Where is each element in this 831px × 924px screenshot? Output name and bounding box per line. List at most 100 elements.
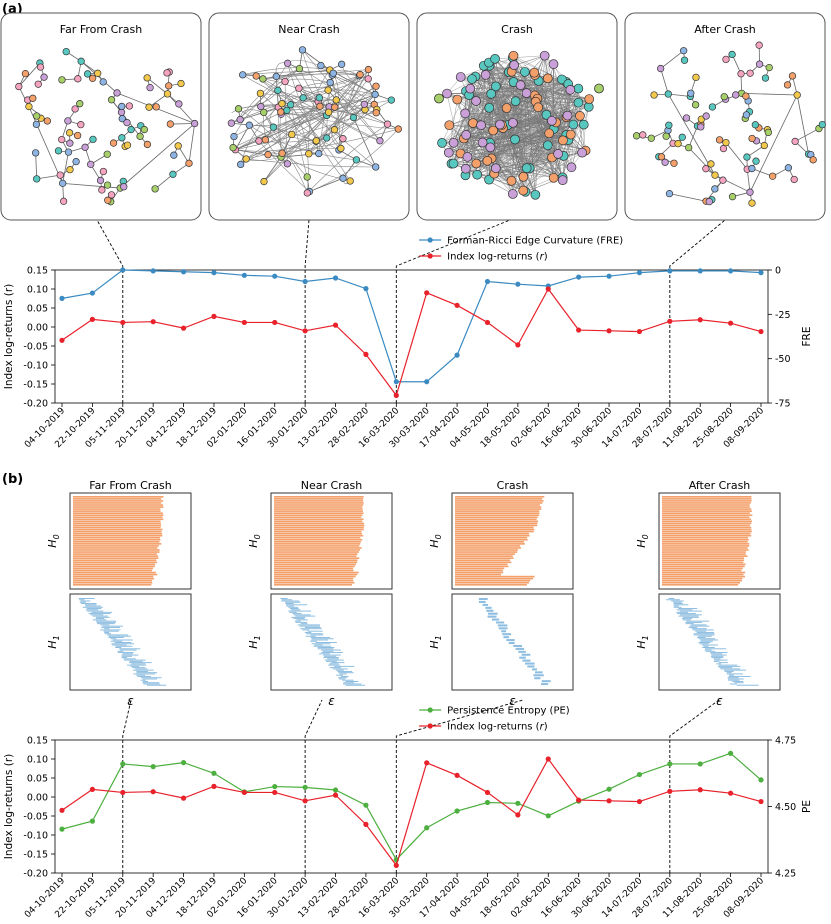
network-node bbox=[56, 171, 64, 179]
network-node bbox=[719, 176, 727, 184]
data-point bbox=[120, 319, 126, 326]
network-node bbox=[719, 144, 728, 153]
network-node bbox=[283, 59, 292, 67]
data-point bbox=[120, 267, 126, 273]
network-node bbox=[490, 54, 500, 64]
y-tick-label-right: 4.25 bbox=[775, 869, 796, 880]
network-node bbox=[748, 134, 756, 143]
network-node bbox=[145, 103, 153, 111]
network-node bbox=[127, 125, 135, 134]
network-node bbox=[501, 103, 512, 113]
network-node bbox=[109, 139, 118, 147]
h0-axis-label: H0 bbox=[635, 534, 650, 547]
data-point bbox=[89, 290, 95, 296]
network-node bbox=[722, 55, 730, 64]
network-node bbox=[123, 118, 131, 127]
snapshot-marker-line bbox=[395, 699, 524, 873]
data-point bbox=[667, 761, 673, 767]
network-node bbox=[788, 72, 797, 80]
network-node bbox=[118, 134, 126, 142]
network-node bbox=[791, 137, 799, 146]
legend-marker bbox=[427, 237, 433, 243]
network-title: Crash bbox=[501, 23, 533, 36]
network-node bbox=[65, 129, 74, 137]
network-node bbox=[81, 143, 89, 151]
legend-label: Index log-returns (r) bbox=[447, 722, 548, 733]
h1-barcode bbox=[478, 598, 551, 686]
data-point bbox=[59, 826, 65, 832]
network-node bbox=[103, 150, 111, 158]
network-node bbox=[711, 185, 719, 193]
network-node bbox=[83, 70, 92, 78]
data-point bbox=[59, 807, 65, 813]
network-node bbox=[708, 103, 717, 111]
network-node bbox=[166, 120, 174, 128]
network-node bbox=[66, 166, 74, 174]
network-node bbox=[143, 74, 151, 82]
y-tick-label-left: 0.15 bbox=[27, 736, 48, 747]
network-nodes bbox=[15, 47, 199, 206]
data-point bbox=[180, 325, 187, 331]
epsilon-label: ε bbox=[716, 694, 723, 708]
network-node bbox=[448, 158, 459, 169]
barcode-title: Near Crash bbox=[301, 479, 362, 492]
network-node bbox=[477, 137, 488, 148]
network-node bbox=[584, 94, 595, 104]
network-node bbox=[783, 81, 792, 89]
network-node bbox=[784, 164, 793, 172]
network-node bbox=[444, 120, 455, 131]
network-node bbox=[326, 78, 334, 87]
network-node bbox=[151, 185, 159, 193]
network-node bbox=[755, 41, 763, 49]
barcode-panel: After Crash H0 H1 ε bbox=[635, 479, 781, 708]
data-point bbox=[424, 825, 430, 831]
network-node bbox=[324, 108, 333, 116]
network-node bbox=[594, 83, 604, 94]
data-point bbox=[302, 328, 308, 334]
network-node bbox=[471, 96, 481, 106]
h1-axis-label: H1 bbox=[46, 635, 61, 648]
data-point bbox=[636, 270, 643, 276]
network-node bbox=[315, 94, 324, 102]
network-node bbox=[495, 119, 505, 130]
network-node bbox=[269, 123, 278, 131]
network-node bbox=[356, 70, 364, 79]
data-point bbox=[636, 328, 643, 335]
network-node bbox=[346, 177, 354, 185]
network-title: Far From Crash bbox=[60, 23, 143, 36]
data-point bbox=[454, 772, 460, 778]
data-point bbox=[758, 798, 764, 805]
network-title: After Crash bbox=[694, 23, 756, 36]
network-node bbox=[468, 118, 478, 128]
network-node bbox=[547, 115, 557, 126]
network-node bbox=[143, 140, 152, 149]
network-node bbox=[562, 110, 573, 121]
network-node bbox=[252, 72, 260, 80]
network-node bbox=[639, 131, 647, 139]
network-node bbox=[303, 189, 311, 197]
network-node bbox=[298, 46, 307, 54]
snapshot-marker-line bbox=[122, 699, 132, 873]
network-node bbox=[77, 57, 85, 65]
network-node bbox=[573, 97, 584, 108]
network-node bbox=[664, 90, 672, 98]
data-point bbox=[241, 319, 247, 326]
data-point bbox=[545, 286, 551, 292]
h1-barcode bbox=[666, 598, 759, 686]
network-node bbox=[544, 128, 554, 139]
network-node bbox=[746, 188, 754, 196]
network-node bbox=[518, 171, 529, 182]
data-point bbox=[728, 268, 734, 274]
legend-marker bbox=[427, 723, 433, 729]
network-node bbox=[140, 125, 148, 134]
network-node bbox=[255, 137, 263, 145]
h1-barcode-frame bbox=[658, 593, 781, 691]
data-point bbox=[667, 318, 673, 324]
network-node bbox=[295, 64, 304, 73]
network-node bbox=[711, 171, 719, 179]
data-point bbox=[545, 756, 551, 762]
panel-b-label: (b) bbox=[2, 472, 23, 487]
network-node bbox=[234, 105, 243, 113]
network-node bbox=[256, 89, 265, 98]
network-node bbox=[89, 135, 97, 144]
